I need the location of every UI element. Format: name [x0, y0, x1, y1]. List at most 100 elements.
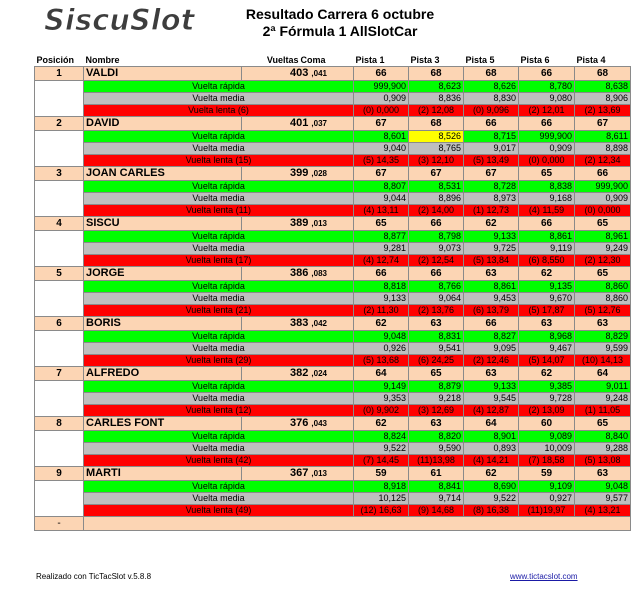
avg-lap-row: Vuelta media9,5229,5900,89310,0099,2889,…	[34, 442, 631, 455]
driver-name: SISCU	[83, 216, 242, 231]
avg-lap-value: 9,541	[408, 342, 464, 355]
position-cell: 4	[34, 216, 84, 231]
slow-lap-value: (10) 14,13	[574, 354, 631, 367]
fast-lap-value: 8,861	[463, 280, 519, 293]
avg-lap-value: 9,577	[574, 492, 631, 505]
fast-lap-value: 8,841	[408, 480, 464, 493]
slow-lap-value: (9) 14,68	[408, 504, 464, 517]
track-laps: 63	[408, 316, 464, 331]
avg-lap-value: 8,765	[408, 142, 464, 155]
avg-lap-row: Vuelta media9,0408,7659,0170,9098,8988,9…	[34, 142, 631, 155]
avg-lap-value: 0,909	[574, 192, 631, 205]
blank-cell	[34, 342, 84, 355]
blank-cell	[34, 154, 84, 167]
track-laps: 62	[518, 366, 575, 381]
track-laps: 65	[574, 266, 631, 281]
avg-lap-value: 9,249	[574, 242, 631, 255]
position-cell: 5	[34, 266, 84, 281]
avg-lap-value: 0,909	[353, 92, 409, 105]
avg-lap-value: 9,590	[408, 442, 464, 455]
slow-lap-value: (4) 13,21	[574, 504, 631, 517]
fast-lap-label: Vuelta rápida	[83, 80, 354, 93]
blank-cell	[34, 292, 84, 305]
fast-lap-value: 8,968	[518, 330, 575, 343]
track-laps: 68	[408, 66, 464, 81]
laps-fraction: ,013	[311, 469, 327, 478]
laps-total: 389 ,013	[241, 216, 354, 231]
track-laps: 67	[353, 116, 409, 131]
fast-lap-row: Vuelta rápida9,1498,8799,1339,3859,0119,…	[34, 380, 631, 393]
slow-lap-value: (7) 14,45	[353, 454, 409, 467]
fast-lap-label: Vuelta rápida	[83, 130, 354, 143]
fast-lap-value: 9,385	[518, 380, 575, 393]
slow-lap-row: Vuelta lenta (6) (0) 0,000 (2) 12,08 (0) 9,…	[34, 104, 631, 117]
laps-value: 399	[290, 167, 309, 179]
avg-lap-value: 9,545	[463, 392, 519, 405]
slow-lap-value: (4) 12,87	[463, 404, 519, 417]
track-laps: 63	[518, 316, 575, 331]
fast-lap-row: Vuelta rápida8,9188,8418,6909,1099,0488,…	[34, 480, 631, 493]
avg-lap-value: 9,725	[463, 242, 519, 255]
fast-lap-value: 8,780	[518, 80, 575, 93]
driver-name: JORGE	[83, 266, 242, 281]
slow-lap-value: (2) 11,30	[353, 304, 409, 317]
slow-lap-value: (2) 12,34	[574, 154, 631, 167]
avg-lap-value: 9,064	[408, 292, 464, 305]
driver-name: ALFREDO	[83, 366, 242, 381]
track-laps: 66	[353, 66, 409, 81]
fast-lap-value: 8,766	[408, 280, 464, 293]
avg-lap-value: 9,119	[518, 242, 575, 255]
slow-lap-value: (2) 12,54	[408, 254, 464, 267]
position-cell: 2	[34, 116, 84, 131]
track-laps: 63	[463, 266, 519, 281]
avg-lap-row: Vuelta media9,3539,2189,5459,7289,2480,8…	[34, 392, 631, 405]
track-laps: 66	[463, 116, 519, 131]
fast-lap-value: 8,824	[353, 430, 409, 443]
position-cell: -	[34, 516, 84, 531]
slow-lap-value: (2) 12,30	[574, 254, 631, 267]
slow-lap-value: (2) 12,01	[518, 104, 575, 117]
slow-lap-label: Vuelta lenta (49)	[83, 504, 354, 517]
fast-lap-value: 999,900	[353, 80, 409, 93]
empty-driver-row: -	[34, 516, 631, 531]
avg-lap-value: 0,893	[463, 442, 519, 455]
col-track: Pista 5	[465, 54, 495, 65]
slow-lap-value: (3) 12,10	[408, 154, 464, 167]
fast-lap-value: 8,611	[574, 130, 631, 143]
fast-lap-row: Vuelta rápida 999,900 8,623 8,626 8,780 8,638…	[34, 80, 631, 93]
slow-lap-value: (4) 11,59	[518, 204, 575, 217]
col-track: Pista 6	[520, 54, 550, 65]
slow-lap-value: (4) 14,21	[463, 454, 519, 467]
blank-cell	[34, 192, 84, 205]
slow-lap-label: Vuelta lenta (29)	[83, 354, 354, 367]
track-laps: 63	[463, 366, 519, 381]
slow-lap-row: Vuelta lenta (49) (12) 16,63 (9) 14,68 (8) …	[34, 504, 631, 517]
track-laps: 65	[574, 416, 631, 431]
avg-lap-value: 9,522	[463, 492, 519, 505]
track-laps: 66	[353, 266, 409, 281]
avg-lap-value: 8,898	[574, 142, 631, 155]
avg-lap-value: 8,836	[408, 92, 464, 105]
slow-lap-row: Vuelta lenta (11) (4) 13,11 (2) 14,00 (1) 1…	[34, 204, 631, 217]
avg-lap-label: Vuelta media	[83, 142, 354, 155]
laps-value: 383	[290, 317, 309, 329]
blank-cell	[34, 354, 84, 367]
laps-total: 386 ,083	[241, 266, 354, 281]
col-coma: Coma	[300, 54, 326, 65]
slow-lap-value: (8) 16,38	[463, 504, 519, 517]
avg-lap-value: 8,830	[463, 92, 519, 105]
footer-link[interactable]: www.tictacslot.com	[510, 572, 578, 581]
track-laps: 67	[408, 166, 464, 181]
empty-cell	[83, 516, 631, 531]
avg-lap-value: 9,670	[518, 292, 575, 305]
blank-cell	[34, 504, 84, 517]
slow-lap-value: (2) 13,09	[518, 404, 575, 417]
slow-lap-label: Vuelta lenta (6)	[83, 104, 354, 117]
blank-cell	[34, 254, 84, 267]
fast-lap-value: 8,860	[574, 280, 631, 293]
fast-lap-value: 8,728	[463, 180, 519, 193]
report-title-block: Resultado Carrera 6 octubre 2ª Fórmula 1…	[210, 6, 470, 40]
laps-total: 383 ,042	[241, 316, 354, 331]
fast-lap-value: 8,820	[408, 430, 464, 443]
